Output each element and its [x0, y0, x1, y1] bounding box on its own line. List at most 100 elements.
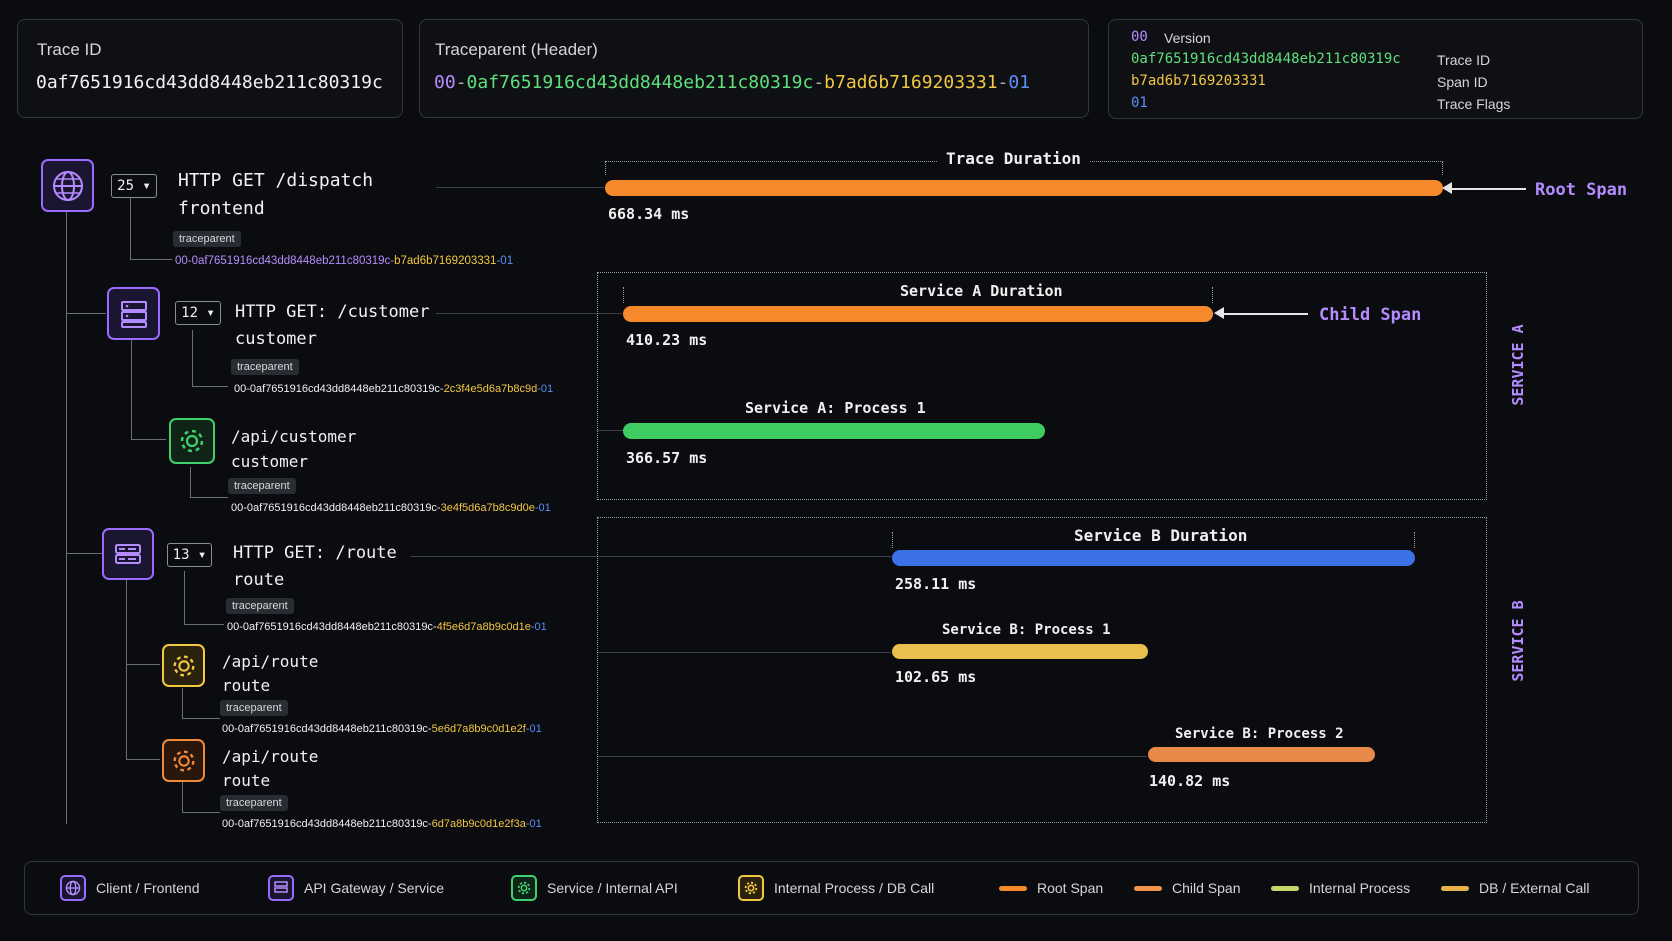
breakdown-span-value: b7ad6b7169203331: [1131, 73, 1266, 89]
guide-line: [597, 430, 623, 431]
service-a-box: [597, 272, 1487, 500]
b-process2-duration: 140.82 ms: [1149, 772, 1231, 790]
span-title[interactable]: /api/customer: [231, 427, 357, 446]
b-process1-label: Service B: Process 1: [942, 622, 1111, 638]
tree-branch: [66, 313, 106, 314]
guide-line: [436, 313, 622, 314]
b-process2-bar[interactable]: [1148, 747, 1375, 762]
legend-service: Service / Internal API: [511, 862, 678, 914]
a-process1-label: Service A: Process 1: [745, 399, 926, 417]
tree-connector: [182, 812, 220, 813]
service-b-duration-label: Service B Duration: [1074, 526, 1248, 545]
tp-span-id: 3e4f5d6a7b8c9d0e: [440, 502, 535, 514]
traceparent-value: 00-0af7651916cd43dd8448eb211c80319c-4f5e…: [227, 621, 547, 633]
legend: Client / Frontend API Gateway / Service …: [24, 861, 1639, 915]
gear-icon[interactable]: [162, 739, 205, 782]
arrow-head-icon: [1442, 182, 1452, 194]
traceparent-tag: traceparent: [173, 231, 241, 247]
traceparent-value: 00-0af7651916cd43dd8448eb211c80319c-b7ad…: [434, 72, 1030, 93]
b-process1-bar[interactable]: [892, 644, 1148, 659]
a-process1-bar[interactable]: [623, 423, 1045, 439]
tp-suffix: -01: [534, 502, 551, 514]
tree-branch: [126, 664, 160, 665]
tp-prefix: 00-0af7651916cd43dd8448eb211c80319c-: [231, 502, 441, 514]
tree-connector: [192, 386, 228, 387]
tree-connector: [182, 688, 183, 718]
span-title[interactable]: /api/route: [222, 747, 319, 766]
service-a-duration: 410.23 ms: [626, 331, 708, 349]
trace-id-panel: Trace ID 0af7651916cd43dd8448eb211c80319…: [17, 19, 403, 118]
traceparent-value: 00-0af7651916cd43dd8448eb211c80319c-6d7a…: [222, 818, 542, 830]
span-title[interactable]: HTTP GET /dispatch: [178, 170, 374, 191]
breakdown-panel: 00 Version 0af7651916cd43dd8448eb211c803…: [1108, 19, 1643, 119]
tree-connector: [130, 197, 131, 259]
tp-sep: -: [813, 72, 825, 93]
root-span-swatch: [999, 885, 1027, 891]
tree-branch: [126, 759, 160, 760]
legend-internal: Internal Process / DB Call: [738, 862, 934, 914]
tp-prefix: 00-0af7651916cd43dd8448eb211c80319c-: [234, 383, 444, 395]
tp-trace-id: 0af7651916cd43dd8448eb211c80319c: [466, 72, 814, 93]
globe-icon: [60, 875, 86, 901]
traceparent-tag: traceparent: [226, 598, 294, 614]
span-title[interactable]: /api/route: [222, 652, 319, 671]
arrow-line: [1218, 313, 1308, 315]
service-b-box: [597, 517, 1487, 823]
legend-service-label: Service / Internal API: [547, 880, 678, 896]
span-title[interactable]: HTTP GET: /customer: [235, 302, 430, 322]
tp-flags: 01: [1008, 72, 1031, 93]
tree-connector: [130, 259, 172, 260]
child-count-toggle[interactable]: 13 ▾: [167, 543, 212, 567]
server-icon: [268, 875, 294, 901]
root-span-annotation: Root Span: [1535, 180, 1628, 200]
tree-trunk: [66, 212, 67, 824]
legend-internal-process: Internal Process: [1271, 862, 1410, 914]
gear-icon[interactable]: [169, 418, 215, 464]
legend-root-span: Root Span: [999, 862, 1103, 914]
legend-gateway: API Gateway / Service: [268, 862, 444, 914]
traceparent-value: 00-0af7651916cd43dd8448eb211c80319c-3e4f…: [231, 502, 551, 514]
internal-process-swatch: [1271, 885, 1299, 891]
tree-connector: [190, 497, 228, 498]
tree-connector: [184, 624, 224, 625]
child-count-toggle[interactable]: 12 ▾: [175, 301, 221, 325]
tp-span-id: 5e6d7a8b9c0d1e2f: [431, 723, 526, 735]
tp-suffix: -01: [496, 255, 514, 267]
service-a-bracket: [623, 287, 1213, 303]
tree-connector: [182, 718, 220, 719]
server-icon[interactable]: [102, 528, 154, 580]
child-count-toggle[interactable]: 25 ▾: [111, 174, 157, 198]
breakdown-version-value: 00: [1131, 29, 1148, 45]
span-service: frontend: [178, 198, 265, 219]
tp-span-id: 2c3f4e5d6a7b8c9d: [443, 383, 538, 395]
breakdown-trace-desc: Trace ID: [1437, 52, 1491, 68]
traceparent-tag: traceparent: [220, 795, 288, 811]
tp-version: 00: [434, 72, 456, 93]
traceparent-panel: Traceparent (Header) 00 -0af7651916cd43dd…: [419, 19, 1089, 118]
traceparent-label: Traceparent (Header): [435, 40, 598, 59]
gear-icon: [738, 875, 764, 901]
gear-icon[interactable]: [162, 644, 205, 687]
breakdown-flags-value: 01: [1131, 95, 1148, 111]
legend-db-call-label: DB / External Call: [1479, 880, 1590, 896]
globe-icon[interactable]: [41, 159, 94, 212]
service-a-label: SERVICE A: [1509, 324, 1527, 406]
tp-suffix: -01: [537, 383, 554, 395]
traceparent-value: 00-0af7651916cd43dd8448eb211c80319c-5e6d…: [222, 723, 542, 735]
legend-internal-label: Internal Process / DB Call: [774, 880, 935, 896]
tree-connector: [192, 330, 193, 386]
server-icon[interactable]: [107, 287, 160, 340]
legend-gateway-label: API Gateway / Service: [304, 880, 445, 896]
root-span-bar[interactable]: [605, 180, 1443, 196]
tree-connector: [184, 571, 185, 624]
legend-client: Client / Frontend: [60, 862, 200, 914]
gear-icon: [511, 875, 537, 901]
service-a-bar[interactable]: [623, 306, 1213, 322]
tp-span-id: 6d7a8b9c0d1e2f3a: [431, 818, 526, 830]
root-span-duration: 668.34 ms: [608, 205, 690, 223]
span-title[interactable]: HTTP GET: /route: [233, 543, 397, 563]
trace-id-value: 0af7651916cd43dd8448eb211c80319c: [36, 72, 383, 93]
service-b-bar[interactable]: [892, 550, 1415, 566]
traceparent-tag: traceparent: [220, 700, 288, 716]
tp-prefix: 00-0af7651916cd43dd8448eb211c80319c-: [222, 723, 432, 735]
